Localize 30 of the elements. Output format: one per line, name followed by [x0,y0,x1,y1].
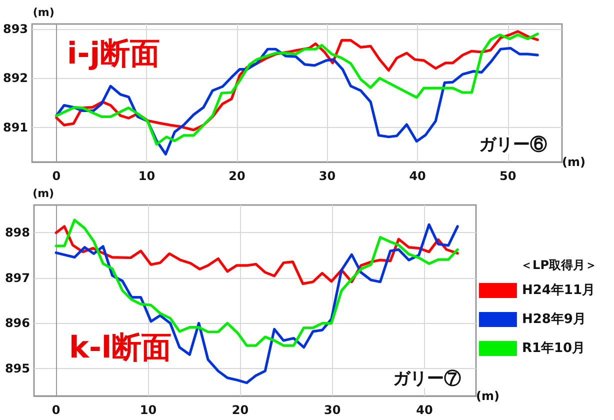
x-tick-label: 10 [138,169,156,183]
x-axis-title: (m) [476,389,500,403]
legend-label: H24年11月 [522,283,595,298]
x-tick-label: 30 [324,403,341,417]
annotation: ガリー⑥ [479,135,547,154]
chart-title: i-j断面 [67,36,160,72]
x-tick-label: 50 [499,169,516,183]
text: k-l断面 [69,330,172,366]
y-tick-label: 892 [2,71,28,86]
legend-label: R1年10月 [522,341,586,356]
y-tick-label: 895 [4,362,30,376]
x-tick-label: 40 [416,403,433,417]
x-axis-title: (m) [562,155,586,169]
x-tick-label: 10 [140,403,157,417]
legend-label: H28年9月 [522,312,586,327]
y-tick-label: 891 [2,120,28,134]
y-tick-label: 898 [4,225,30,240]
y-axis-title: (m) [32,6,54,19]
x-tick-label: 40 [409,169,426,183]
annotation: ガリー⑦ [393,369,461,388]
y-axis-title: (m) [32,187,54,200]
x-tick-label: 20 [228,169,246,183]
x-tick-label: 20 [232,403,249,417]
x-tick-label: 30 [318,169,336,183]
y-tick-label: 897 [4,270,30,285]
x-tick-label: 0 [52,403,60,417]
y-tick-label: 896 [4,316,30,330]
y-tick-label: 893 [2,22,28,36]
x-tick-label: 0 [52,169,61,183]
legend-title: ＜LP取得月＞ [520,258,598,272]
